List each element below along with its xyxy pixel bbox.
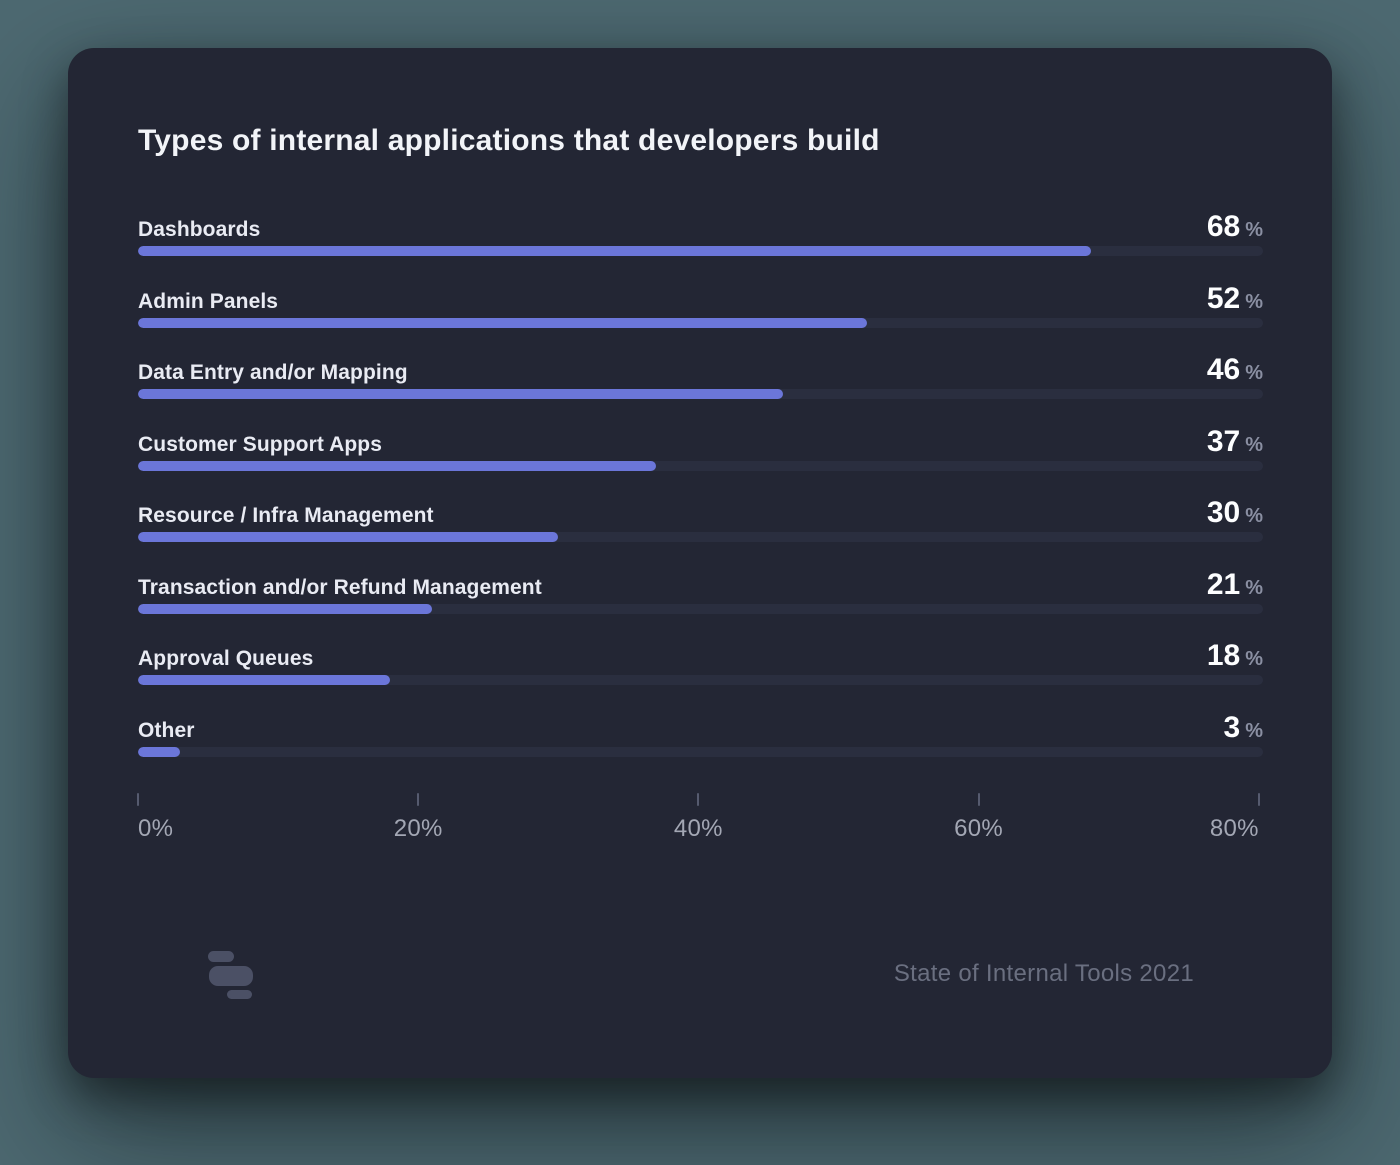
bar-value-unit: %	[1245, 290, 1263, 313]
bar-value-number: 37	[1206, 424, 1241, 458]
bar-label: Approval Queues	[138, 647, 314, 670]
bar-label: Other	[138, 718, 195, 742]
axis-tick-mark	[417, 793, 420, 806]
bar-track	[138, 603, 1263, 614]
bar-value-unit: %	[1245, 719, 1263, 742]
axis-tick-mark	[977, 793, 980, 806]
source-label: State of Internal Tools 2021	[893, 960, 1194, 987]
logo-block-middle	[209, 966, 253, 986]
chart-title: Types of internal applications that deve…	[138, 124, 880, 157]
bar-value: 37%	[1207, 425, 1263, 459]
bar-value: 52%	[1207, 282, 1263, 316]
bar-value-unit: %	[1245, 219, 1263, 241]
bar-value: 68%	[1207, 210, 1263, 244]
bar-label: Resource / Infra Management	[138, 504, 434, 527]
bar-fill	[138, 675, 391, 685]
bar-label: Admin Panels	[138, 289, 279, 313]
bar-rows: Dashboards 68% Admin Panels 52% Data Ent…	[138, 210, 1263, 782]
bar-value-number: 18	[1206, 639, 1241, 672]
axis-tick-mark	[697, 793, 700, 806]
bar-value-number: 52	[1206, 281, 1241, 315]
bar-track	[138, 389, 1263, 399]
bar-label: Customer Support Apps	[138, 432, 382, 456]
bar-track	[138, 317, 1263, 328]
bar-value-number: 3	[1223, 710, 1241, 744]
bar-fill	[138, 389, 783, 399]
bar-row: Approval Queues 18%	[138, 639, 1263, 711]
axis-tick-mark	[137, 793, 139, 806]
axis-tick-label: 20%	[393, 815, 443, 842]
bar-track	[138, 460, 1263, 471]
bar-value: 18%	[1207, 639, 1263, 673]
bar-value-unit: %	[1245, 433, 1263, 456]
bar-row: Other 3%	[138, 711, 1263, 783]
bar-value-unit: %	[1245, 362, 1263, 384]
bar-label: Data Entry and/or Mapping	[138, 361, 408, 384]
bar-row-head: Admin Panels 52%	[138, 282, 1263, 315]
bar-row-head: Data Entry and/or Mapping 46%	[138, 353, 1263, 386]
logo-block-bottom	[227, 990, 252, 999]
axis-tick-label: 60%	[954, 815, 1004, 842]
bar-value: 21%	[1207, 568, 1263, 602]
bar-value: 30%	[1207, 496, 1263, 530]
bar-value-number: 30	[1206, 496, 1241, 529]
bar-row: Transaction and/or Refund Management 21%	[138, 568, 1263, 640]
bar-value-unit: %	[1245, 576, 1263, 599]
bar-fill	[138, 460, 657, 471]
bar-fill	[138, 532, 559, 542]
bar-value-number: 46	[1206, 353, 1241, 386]
bar-track	[138, 746, 1263, 757]
bar-row: Resource / Infra Management 30%	[138, 496, 1263, 568]
bar-label: Dashboards	[138, 218, 261, 241]
bar-track	[138, 246, 1263, 256]
bar-row-head: Approval Queues 18%	[138, 639, 1263, 672]
bar-fill	[138, 603, 433, 614]
bar-value-unit: %	[1245, 505, 1263, 527]
bar-value: 46%	[1207, 353, 1263, 387]
chart-card: Types of internal applications that deve…	[68, 48, 1332, 1078]
bar-track	[138, 532, 1263, 542]
bar-row-head: Other 3%	[138, 711, 1263, 744]
bar-fill	[138, 317, 867, 328]
retool-logo-icon	[208, 949, 254, 999]
chart-card-inner: Types of internal applications that deve…	[137, 48, 1263, 1078]
bar-row-head: Resource / Infra Management 30%	[138, 496, 1263, 529]
axis-tick-label: 0%	[138, 815, 174, 842]
axis-tick-label: 80%	[1209, 815, 1259, 842]
axis-tick-label: 40%	[673, 815, 723, 842]
bar-row: Dashboards 68%	[138, 210, 1263, 282]
x-axis: 0% 20% 40% 60% 80%	[137, 793, 1263, 885]
bar-value: 3%	[1224, 711, 1263, 745]
bar-value-number: 21	[1206, 567, 1241, 601]
axis-tick-mark	[1257, 793, 1260, 806]
bar-row: Data Entry and/or Mapping 46%	[138, 353, 1263, 425]
bar-fill	[138, 246, 1091, 256]
bar-row-head: Customer Support Apps 37%	[138, 425, 1263, 458]
bar-fill	[138, 746, 181, 757]
bar-row: Admin Panels 52%	[138, 282, 1263, 354]
logo-block-top	[208, 951, 234, 962]
bar-label: Transaction and/or Refund Management	[138, 575, 542, 599]
bar-value-unit: %	[1245, 648, 1263, 670]
bar-track	[138, 675, 1263, 685]
footer: State of Internal Tools 2021	[208, 948, 1194, 1000]
bar-row-head: Transaction and/or Refund Management 21%	[138, 568, 1263, 601]
bar-value-number: 68	[1206, 210, 1241, 243]
bar-row-head: Dashboards 68%	[138, 210, 1263, 243]
bar-row: Customer Support Apps 37%	[138, 425, 1263, 497]
